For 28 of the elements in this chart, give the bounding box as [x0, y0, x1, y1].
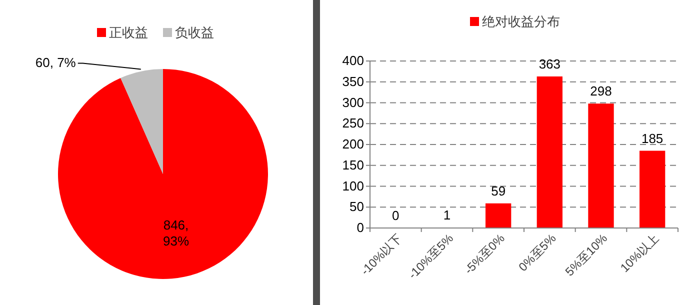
y-tick-label: 150 [342, 157, 364, 172]
data-label: 185 [641, 130, 664, 146]
pie-slice [120, 69, 163, 174]
y-tick-label: 50 [350, 199, 364, 214]
y-tick-label: 350 [342, 74, 364, 89]
data-label: 0 [392, 208, 400, 223]
y-tick-label: 100 [342, 178, 364, 194]
bar [536, 76, 562, 228]
data-label: 60, 7% [35, 55, 76, 70]
x-tick-label: 0%至5% [516, 230, 559, 274]
bar [640, 150, 666, 228]
data-label: 1 [443, 208, 451, 223]
y-tick-label: 200 [342, 136, 364, 152]
legend-label: 绝对收益分布 [482, 14, 560, 29]
y-tick-label: 0 [356, 220, 364, 235]
bar [486, 203, 512, 228]
y-tick-label: 250 [342, 116, 364, 131]
legend-label: 负收益 [175, 25, 214, 40]
bar [588, 104, 614, 228]
data-label: 59 [491, 183, 506, 198]
data-label: 846, 93% [162, 218, 190, 249]
data-label: 298 [590, 84, 612, 99]
pie-slice [58, 69, 268, 279]
y-tick-label: 400 [342, 53, 364, 68]
y-tick-label: 300 [342, 94, 364, 110]
legend-label: 正收益 [109, 25, 148, 40]
x-tick-label: -5%至0% [462, 230, 508, 277]
data-label: 363 [538, 56, 561, 72]
